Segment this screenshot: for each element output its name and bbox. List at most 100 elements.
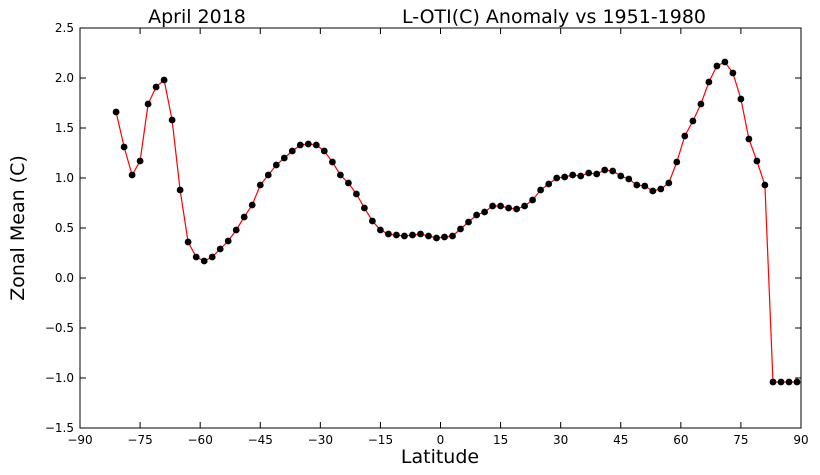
data-point [737,95,745,103]
x-tick-label: 30 [553,433,568,447]
x-tick-label: −90 [67,433,92,447]
data-point [745,135,753,143]
data-point [208,253,216,261]
data-point [361,204,368,212]
data-point [232,226,240,234]
x-tick-label: 15 [493,433,508,447]
data-point [689,117,697,125]
data-point [569,171,577,179]
data-point [529,196,536,204]
data-point [385,230,392,238]
data-point [280,154,288,162]
data-point [513,205,520,213]
data-point [409,231,416,239]
data-point [641,182,649,190]
data-point [312,141,320,149]
data-point [296,141,304,149]
x-tick-label: −45 [248,433,273,447]
data-point [152,83,160,91]
data-point [176,186,184,194]
chart-title-left: April 2018 [148,6,246,28]
data-point [585,169,593,177]
data-point [609,167,617,175]
plot-frame [79,27,802,429]
data-point [329,158,336,166]
data-point [184,238,192,246]
data-point [144,100,152,108]
data-point [393,231,400,239]
data-point [224,237,232,245]
data-point [120,143,128,151]
y-tick-label: −1.0 [45,371,74,385]
data-point [721,58,729,66]
data-point [481,208,488,216]
y-tick-label: 1.5 [55,121,74,135]
data-point [192,253,200,261]
data-point [457,225,464,233]
data-point [489,202,496,210]
data-point [345,179,352,187]
data-point [377,226,384,234]
data-point [433,234,440,242]
data-point [777,378,785,386]
data-point [649,187,657,195]
data-point [793,378,801,386]
data-point [264,171,272,179]
y-tick-label: 0.0 [55,271,74,285]
x-tick-label: 90 [793,433,808,447]
x-axis-label: Latitude [401,446,479,468]
x-tick-label: −75 [127,433,152,447]
data-point [617,172,625,180]
data-point [713,62,721,70]
data-point [337,171,344,179]
x-tick-label: 0 [437,433,445,447]
data-point [417,230,424,238]
data-point [248,201,256,209]
y-tick-label: 1.0 [55,171,74,185]
data-point [497,202,504,210]
data-point [200,257,208,265]
data-point [577,172,585,180]
data-point [505,204,512,212]
y-tick-label: −0.5 [45,321,74,335]
data-point [545,180,553,188]
data-point [353,190,360,198]
data-point [633,181,641,189]
y-tick-label: 2.0 [55,71,74,85]
data-point [216,245,224,253]
x-tick-label: 75 [733,433,748,447]
x-tick-label: −60 [188,433,213,447]
data-point [425,232,432,240]
data-point [304,140,312,148]
data-point [625,175,633,183]
data-point [320,147,328,155]
data-point [769,378,777,386]
data-point [561,173,569,181]
data-point [240,213,248,221]
y-tick-label: 0.5 [55,221,74,235]
plot-area [112,58,801,386]
series-line [115,61,797,383]
y-tick-label: 2.5 [55,21,74,35]
data-point [449,232,456,240]
x-tick-label: 60 [673,433,688,447]
data-point [256,181,264,189]
data-point [441,233,448,241]
data-point [665,179,673,187]
data-point [112,108,120,116]
data-point [537,186,544,194]
data-point [705,78,713,86]
data-point [761,181,769,189]
data-point [593,170,601,178]
data-point [729,69,737,77]
data-point [288,147,296,155]
data-point [553,174,561,182]
x-tick-label: 45 [613,433,628,447]
data-point [521,202,528,210]
data-point [369,217,376,225]
y-tick-label: −1.5 [45,421,74,435]
data-point [601,166,609,174]
data-point [168,116,176,124]
data-point [272,161,280,169]
